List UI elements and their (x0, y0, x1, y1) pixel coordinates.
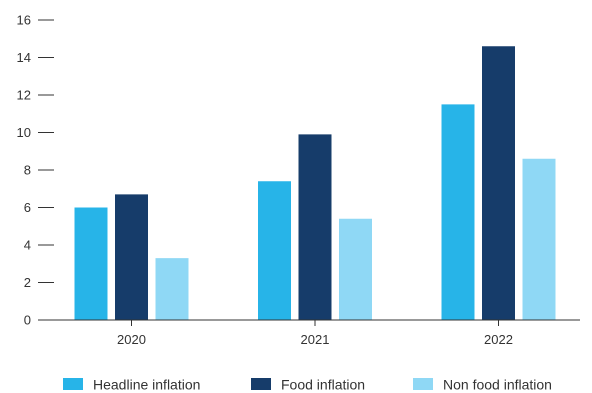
y-tick-label: 6 (24, 200, 31, 215)
legend: Headline inflation Food inflation Non food… (63, 377, 552, 393)
legend-label: Non food inflation (443, 377, 552, 393)
y-tick-label: 16 (17, 13, 31, 28)
legend-label: Headline inflation (93, 377, 200, 393)
bar-2021-food-inflation (298, 134, 332, 321)
x-tick-label: 2021 (301, 332, 330, 347)
y-tick-label: 4 (24, 238, 31, 253)
bar-2022-non-food-inflation (522, 158, 556, 320)
bar-2020-food-inflation (115, 194, 148, 321)
bar-2021-non-food-inflation (339, 218, 372, 320)
bar-2021-headline-inflation (258, 181, 291, 320)
bar-2022-food-inflation (482, 46, 515, 320)
x-tick-label: 2022 (484, 332, 513, 347)
y-tick-label: 10 (17, 125, 31, 140)
bar-2022-headline-inflation (441, 104, 475, 321)
legend-label: Food inflation (281, 377, 365, 393)
x-axis: 2020 2021 2022 (38, 319, 580, 347)
y-axis: 0 2 4 6 8 10 12 14 16 (17, 13, 54, 328)
y-tick-label: 14 (17, 50, 31, 65)
x-tick-label: 2020 (117, 332, 146, 347)
bars (74, 46, 556, 321)
legend-swatch (63, 378, 83, 390)
legend-swatch (251, 378, 271, 390)
y-tick-label: 0 (24, 313, 31, 328)
y-tick-label: 12 (17, 88, 31, 103)
legend-swatch (413, 378, 433, 390)
y-tick-label: 8 (24, 163, 31, 178)
bar-2020-headline-inflation (74, 207, 108, 320)
y-tick-label: 2 (24, 275, 31, 290)
bar-2020-non-food-inflation (155, 258, 189, 321)
